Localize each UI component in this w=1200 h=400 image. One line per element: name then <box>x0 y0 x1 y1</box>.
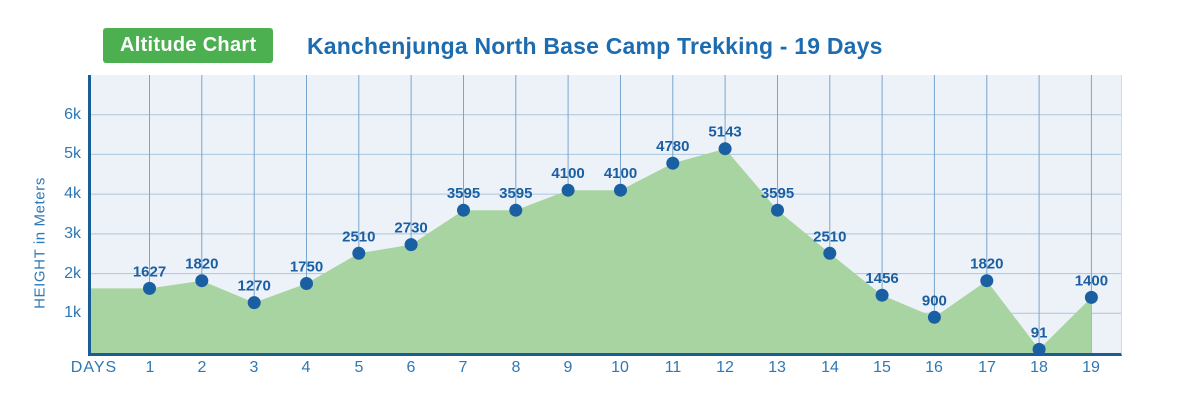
x-axis-title: DAYS <box>70 359 118 376</box>
data-point-label: 4100 <box>551 165 584 182</box>
data-point-dot <box>457 203 470 217</box>
data-point-dot <box>875 288 889 302</box>
data-point-label: 3595 <box>761 185 794 202</box>
x-tick-label: 13 <box>768 359 786 376</box>
y-tick-label: 3k <box>64 225 81 242</box>
data-point-dot <box>666 156 680 170</box>
data-point-label: 2730 <box>394 220 427 237</box>
x-tick-label: 3 <box>249 359 259 376</box>
x-tick-label: 19 <box>1082 359 1100 376</box>
data-point-dot <box>352 246 366 260</box>
data-point-dot <box>561 183 575 197</box>
data-point-label: 91 <box>1031 324 1048 341</box>
data-point-dot <box>143 281 156 295</box>
data-point-dot <box>980 274 994 288</box>
data-point-dot <box>1084 290 1098 304</box>
data-point-label: 3595 <box>447 185 480 202</box>
data-point-dot <box>614 183 627 197</box>
data-point-label: 2510 <box>342 228 375 245</box>
data-point-label: 3595 <box>499 185 532 202</box>
x-tick-label: 9 <box>563 359 573 376</box>
x-tick-label: 6 <box>406 359 416 376</box>
x-tick-label: 14 <box>821 359 839 376</box>
data-point-dot <box>247 296 261 310</box>
data-point-label: 4100 <box>604 165 637 182</box>
x-tick-label: 10 <box>611 359 629 376</box>
data-point-label: 1820 <box>970 256 1003 273</box>
x-tick-label: 5 <box>354 359 364 376</box>
data-point-label: 1400 <box>1075 272 1108 289</box>
x-tick-label: 7 <box>458 359 468 376</box>
data-point-dot <box>195 274 209 288</box>
data-point-label: 2510 <box>813 228 846 245</box>
data-point-label: 900 <box>922 292 947 309</box>
data-point-dot <box>1032 342 1046 356</box>
x-tick-label: 12 <box>716 359 734 376</box>
x-tick-label: 1 <box>145 359 155 376</box>
y-tick-label: 5k <box>64 145 81 162</box>
data-point-dot <box>823 246 837 260</box>
x-tick-label: 17 <box>978 359 996 376</box>
data-point-dot <box>927 310 941 324</box>
data-point-label: 4780 <box>656 138 689 155</box>
page-title: Kanchenjunga North Base Camp Trekking - … <box>307 33 883 59</box>
x-tick-label: 11 <box>664 359 682 376</box>
data-point-label: 1270 <box>238 278 271 295</box>
data-point-dot <box>718 142 732 156</box>
x-tick-label: 8 <box>511 359 521 376</box>
data-point-label: 5143 <box>708 124 741 141</box>
data-point-label: 1456 <box>865 270 898 287</box>
plot-area: 1627 1820 1270 1750 2510 2730 3595 3595 4100 4100… <box>88 75 1122 356</box>
x-tick-label: 15 <box>873 359 891 376</box>
data-point-label: 1750 <box>290 259 323 276</box>
y-tick-label: 2k <box>64 265 81 282</box>
y-tick-label: 1k <box>64 304 81 321</box>
plot-svg: 1627 1820 1270 1750 2510 2730 3595 3595 4100 4100… <box>91 75 1121 356</box>
y-tick-label: 4k <box>64 185 81 202</box>
x-tick-label: 18 <box>1030 359 1048 376</box>
data-point-label: 1627 <box>133 263 166 280</box>
data-point-dot <box>300 277 313 290</box>
area-fill <box>91 148 1092 353</box>
data-point-dot <box>404 238 418 252</box>
data-point-dot <box>771 203 784 217</box>
x-tick-label: 2 <box>197 359 207 376</box>
data-point-label: 1820 <box>185 256 218 273</box>
y-tick-label: 6k <box>64 106 81 123</box>
data-point-dot <box>509 203 523 217</box>
altitude-chart-badge: Altitude Chart <box>103 28 274 63</box>
x-tick-label: 4 <box>301 359 311 376</box>
x-tick-label: 16 <box>925 359 943 376</box>
